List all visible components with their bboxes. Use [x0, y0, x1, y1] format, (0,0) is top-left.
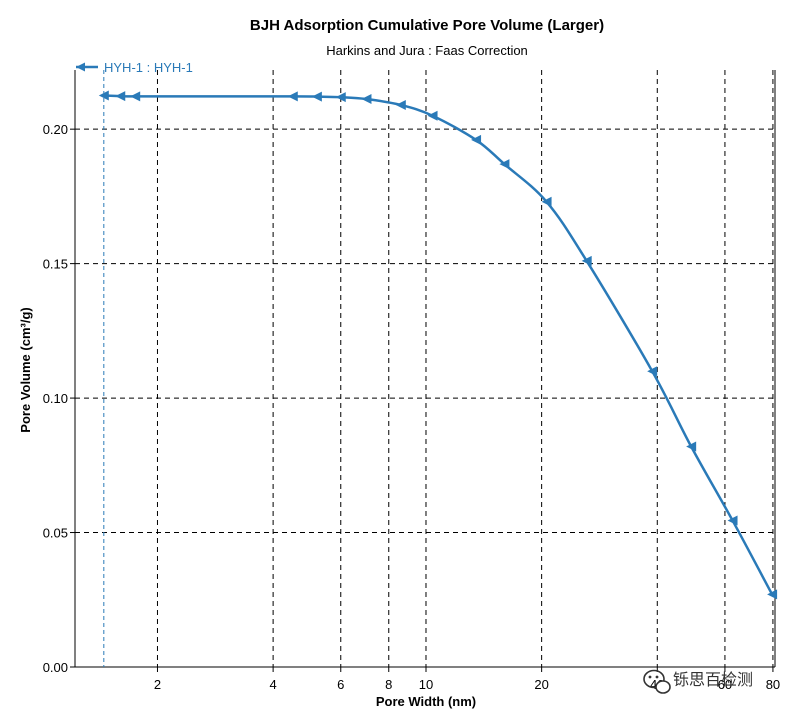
- data-point-marker: [686, 441, 697, 452]
- legend: HYH-1 : HYH-1: [76, 60, 193, 75]
- data-point-marker: [767, 589, 778, 600]
- data-point-marker: [361, 94, 372, 105]
- x-tick-label: 6: [337, 677, 344, 692]
- x-tick-label: 2: [154, 677, 161, 692]
- data-point-marker: [287, 91, 298, 102]
- legend-marker: [76, 62, 85, 72]
- axes: [70, 70, 776, 672]
- x-tick-label: 60: [718, 677, 732, 692]
- series: [98, 70, 778, 667]
- grid-lines: [75, 70, 775, 667]
- data-point-marker: [427, 110, 438, 121]
- data-point-marker: [581, 255, 592, 266]
- data-point-marker: [499, 159, 510, 170]
- data-point-marker: [335, 92, 346, 103]
- wechat-icon: [643, 669, 671, 694]
- y-tick-label: 0.20: [43, 122, 68, 137]
- x-axis-label: Pore Width (nm): [376, 694, 476, 709]
- data-point-marker: [541, 196, 552, 207]
- data-point-marker: [647, 366, 658, 377]
- watermark: 铄思百检测: [643, 669, 753, 694]
- x-tick-label: 8: [385, 677, 392, 692]
- data-point-marker: [727, 515, 738, 526]
- legend-label: HYH-1 : HYH-1: [104, 60, 193, 75]
- x-tick-label: 10: [419, 677, 433, 692]
- series-line: [103, 94, 774, 595]
- chart-subtitle: Harkins and Jura : Faas Correction: [326, 43, 528, 58]
- data-point-marker: [395, 99, 406, 110]
- x-tick-label: 80: [766, 677, 780, 692]
- y-tick-label: 0.00: [43, 660, 68, 675]
- tick-labels: 246810204060800.000.050.100.150.20: [43, 122, 780, 692]
- data-point-marker: [130, 91, 141, 102]
- x-tick-label: 4: [269, 677, 276, 692]
- data-point-marker: [311, 91, 322, 102]
- data-point-marker: [115, 91, 126, 102]
- data-point-marker: [98, 90, 109, 101]
- x-tick-label: 20: [534, 677, 548, 692]
- y-tick-label: 0.15: [43, 257, 68, 272]
- y-tick-label: 0.05: [43, 526, 68, 541]
- chart-title: BJH Adsorption Cumulative Pore Volume (L…: [250, 17, 604, 34]
- watermark-text: 铄思百检测: [673, 670, 753, 689]
- y-tick-label: 0.10: [43, 391, 68, 406]
- y-axis-label: Pore Volume (cm³/g): [18, 307, 33, 432]
- data-point-marker: [471, 134, 482, 145]
